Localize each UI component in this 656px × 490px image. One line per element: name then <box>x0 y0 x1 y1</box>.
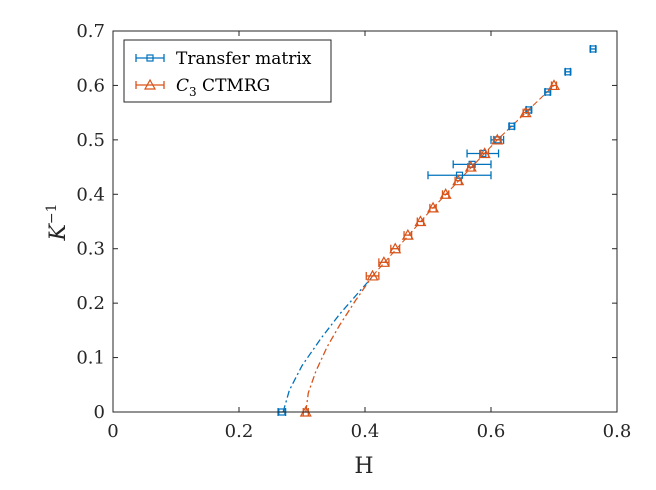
data-point-series-1 <box>519 106 532 118</box>
legend: Transfer matrix C3 CTMRG <box>123 39 332 103</box>
x-tick-label: 0.2 <box>225 421 254 442</box>
legend-box <box>123 39 332 103</box>
y-tick-label: 0.7 <box>76 21 105 42</box>
x-tick-label: 0.8 <box>603 421 632 442</box>
data-point-series-1 <box>547 79 561 91</box>
y-tick-label: 0.2 <box>76 293 105 314</box>
fit-curve-series-0 <box>282 275 374 413</box>
data-point-series-1 <box>427 201 440 213</box>
marker <box>401 228 414 240</box>
x-axis-label: H <box>354 454 373 479</box>
y-tick-label: 0.5 <box>76 130 105 151</box>
legend-label-c3-ctmrg: C3 CTMRG <box>176 76 270 99</box>
data-point-series-1 <box>414 215 427 227</box>
data-point-series-1 <box>464 160 477 172</box>
y-axis-label-base: K <box>46 223 71 242</box>
data-point-series-1 <box>439 188 452 199</box>
marker <box>519 106 532 118</box>
data-point-series-0 <box>508 122 516 131</box>
marker <box>491 133 504 145</box>
marker <box>414 215 427 227</box>
marker <box>427 201 440 213</box>
data-point-series-0 <box>564 67 572 76</box>
marker <box>547 79 561 91</box>
fit-curve-series-1 <box>305 275 374 413</box>
y-axis-label: K−1 <box>44 203 71 241</box>
marker <box>508 122 516 130</box>
y-axis-label-sup: −1 <box>44 203 60 224</box>
legend-item-transfer-matrix: Transfer matrix <box>135 49 312 69</box>
data-point-series-1 <box>491 133 504 145</box>
y-tick-label: 0.6 <box>76 75 105 96</box>
y-tick-label: 0.3 <box>76 239 105 260</box>
data-point-series-1 <box>401 228 414 240</box>
data-point-series-0 <box>589 44 597 53</box>
marker <box>589 45 597 53</box>
legend-label-transfer-matrix: Transfer matrix <box>176 49 312 69</box>
marker <box>478 147 491 159</box>
data-point-series-1 <box>365 269 380 281</box>
data-point-series-1 <box>452 174 465 186</box>
legend-marker-sample <box>143 78 157 90</box>
marker <box>366 269 379 281</box>
axes: 0 0.2 0.4 0.6 0.8 0 0.1 0.2 0.3 0.4 0.5 0.6 0.7 <box>76 21 631 442</box>
x-tick-label: 0.6 <box>477 421 506 442</box>
x-tick-label: 0 <box>107 421 118 442</box>
legend-marker-sample <box>146 54 154 62</box>
y-tick-label: 0 <box>94 402 105 423</box>
marker <box>389 242 402 254</box>
data-point-series-1 <box>377 256 390 267</box>
y-tick-label: 0.1 <box>76 348 105 369</box>
marker <box>464 160 477 172</box>
plot-area <box>277 44 597 417</box>
marker <box>544 88 552 96</box>
trend-line-series-1 <box>372 85 555 277</box>
data-point-series-1 <box>478 147 491 159</box>
x-tick-label: 0.4 <box>351 421 380 442</box>
legend-item-c3-ctmrg: C3 CTMRG <box>135 76 270 99</box>
data-point-series-1 <box>389 242 402 254</box>
marker <box>452 174 465 186</box>
marker <box>439 188 452 199</box>
marker <box>377 256 390 267</box>
y-tick-label: 0.4 <box>76 184 105 205</box>
marker <box>564 68 572 76</box>
